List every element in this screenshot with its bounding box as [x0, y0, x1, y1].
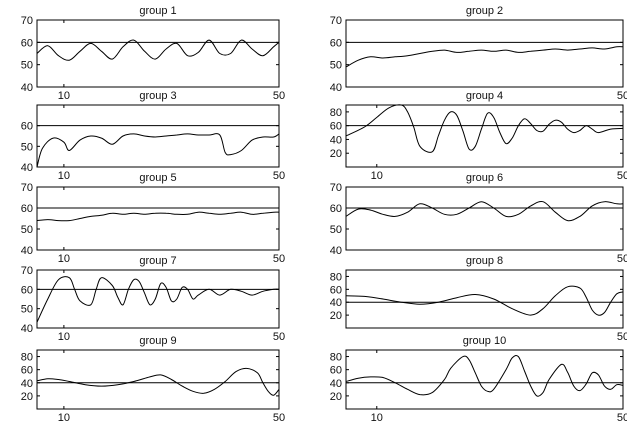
panel-3-xtick-label: 50 [273, 170, 285, 182]
panel-9-ytick-label: 80 [21, 352, 33, 364]
panel-4-title: group 4 [466, 90, 503, 102]
panel-9-ytick-label: 40 [21, 378, 33, 390]
panel-6: group 6 40 50 60 70 50 [330, 172, 627, 265]
panel-9-frame [36, 349, 280, 410]
panel-9-ytick-label: 60 [21, 365, 33, 377]
panel-9-series-line [36, 367, 280, 396]
panel-10-title: group 10 [463, 335, 506, 347]
panel-3: group 3 40 50 60 10 50 [21, 90, 285, 182]
panel-5-title: group 5 [139, 172, 176, 184]
panel-5-xtick-label: 50 [273, 253, 285, 265]
panel-6-ytick-label: 40 [330, 245, 342, 257]
panel-2-ytick-label: 40 [330, 82, 342, 94]
panel-6-title: group 6 [466, 172, 503, 184]
panel-4-ytick-label: 20 [330, 148, 342, 160]
panel-8-ytick-label: 20 [330, 310, 342, 322]
panel-5-ytick-label: 60 [21, 203, 33, 215]
panel-5: group 5 40 50 60 70 10 50 [21, 172, 285, 265]
panel-6-ytick-label: 60 [330, 203, 342, 215]
panel-3-xtick-label: 10 [58, 170, 70, 182]
panel-4-xtick-label: 50 [617, 170, 627, 182]
panel-4-ytick-label: 60 [330, 121, 342, 133]
panel-7-xtick-label: 10 [58, 331, 70, 343]
panel-4-series-line [345, 104, 624, 153]
panel-7-xtick-label: 50 [273, 331, 285, 343]
panel-10-series-line [345, 354, 624, 397]
panel-2-frame [345, 19, 624, 88]
panel-1: group 1 40 50 60 70 10 50 [21, 5, 285, 102]
panel-8-frame [345, 269, 624, 329]
panel-4-ytick-label: 40 [330, 134, 342, 146]
panel-2-title: group 2 [466, 5, 503, 17]
panel-8-title: group 8 [466, 255, 503, 267]
panel-3-ytick-label: 60 [21, 121, 33, 133]
panel-9-ytick-label: 20 [21, 391, 33, 403]
panel-3-ytick-label: 50 [21, 141, 33, 153]
panel-4-ytick-label: 80 [330, 107, 342, 119]
panel-7-ytick-label: 70 [21, 265, 33, 277]
panel-9-xtick-label: 50 [273, 412, 285, 424]
panel-1-ytick-label: 60 [21, 37, 33, 49]
panel-7-series-line [36, 276, 280, 323]
panel-8-xtick-label: 50 [617, 331, 627, 343]
panel-6-ytick-label: 70 [330, 182, 342, 194]
panel-5-ytick-label: 40 [21, 245, 33, 257]
panel-2-ytick-label: 70 [330, 15, 342, 27]
panel-1-series-line [36, 39, 280, 61]
panel-9-title: group 9 [139, 335, 176, 347]
panel-5-ytick-label: 70 [21, 182, 33, 194]
panel-7-ytick-label: 60 [21, 284, 33, 296]
panel-10-xtick-label: 50 [617, 412, 627, 424]
panel-10-ytick-label: 20 [330, 391, 342, 403]
panel-8-ytick-label: 60 [330, 284, 342, 296]
panel-10-ytick-label: 40 [330, 378, 342, 390]
panel-7-title: group 7 [139, 255, 176, 267]
panel-7-ytick-label: 50 [21, 304, 33, 316]
panel-5-series-line [36, 211, 280, 222]
panel-2-series-line [345, 46, 624, 68]
panel-8-series-line [345, 285, 624, 316]
panel-5-ytick-label: 50 [21, 224, 33, 236]
panel-2-ytick-label: 60 [330, 37, 342, 49]
panel-1-frame [36, 19, 280, 88]
panel-1-ytick-label: 40 [21, 82, 33, 94]
panel-10-xtick-label: 10 [371, 412, 383, 424]
panel-3-ytick-label: 40 [21, 162, 33, 174]
panel-2-xtick-label: 50 [617, 90, 627, 102]
panel-8-ytick-label: 40 [330, 297, 342, 309]
panel-1-xtick-label: 10 [58, 90, 70, 102]
panel-1-ytick-label: 50 [21, 60, 33, 72]
panel-10-ytick-label: 60 [330, 365, 342, 377]
panel-6-frame [345, 186, 624, 251]
panel-3-series-line [36, 133, 280, 168]
panel-1-ytick-label: 70 [21, 15, 33, 27]
panel-10-ytick-label: 80 [330, 352, 342, 364]
panel-4-xtick-label: 10 [371, 170, 383, 182]
panel-9-xtick-label: 10 [58, 412, 70, 424]
panel-6-xtick-label: 50 [617, 253, 627, 265]
panel-3-title: group 3 [139, 90, 176, 102]
panel-6-ytick-label: 50 [330, 224, 342, 236]
panel-1-title: group 1 [139, 5, 176, 17]
panel-7: group 7 40 50 60 70 10 50 [21, 255, 285, 343]
panel-2: group 2 40 50 60 70 50 [330, 5, 627, 102]
panel-10-frame [345, 349, 624, 410]
panel-5-xtick-label: 10 [58, 253, 70, 265]
panel-3-frame [36, 104, 280, 168]
panel-8-ytick-label: 80 [330, 271, 342, 283]
panel-6-series-line [345, 200, 624, 222]
panel-1-xtick-label: 50 [273, 90, 285, 102]
panel-4-frame [345, 104, 624, 168]
panel-2-ytick-label: 50 [330, 60, 342, 72]
panel-5-frame [36, 186, 280, 251]
panel-7-ytick-label: 40 [21, 323, 33, 335]
panel-7-frame [36, 269, 280, 329]
